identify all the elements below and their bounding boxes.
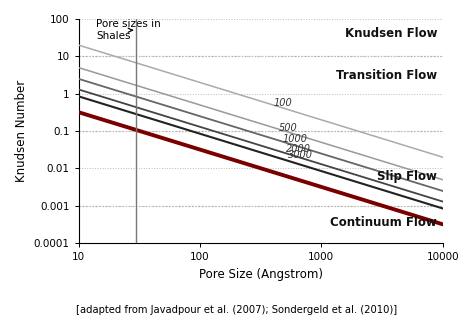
Text: 1000: 1000	[283, 134, 308, 143]
X-axis label: Pore Size (Angstrom): Pore Size (Angstrom)	[199, 268, 323, 281]
Text: 500: 500	[279, 123, 298, 133]
Text: Slip Flow: Slip Flow	[377, 170, 437, 183]
Text: Continuum Flow: Continuum Flow	[330, 216, 437, 229]
Text: Knudsen Flow: Knudsen Flow	[345, 27, 437, 40]
Text: 100: 100	[273, 98, 292, 108]
Text: Pore sizes in
Shales: Pore sizes in Shales	[96, 19, 161, 41]
Text: [adapted from Javadpour et al. (2007); Sondergeld et al. (2010)]: [adapted from Javadpour et al. (2007); S…	[76, 305, 398, 315]
Text: 2000: 2000	[286, 144, 311, 154]
Text: 3000: 3000	[288, 150, 313, 160]
Text: Transition Flow: Transition Flow	[336, 69, 437, 82]
Y-axis label: Knudsen Number: Knudsen Number	[15, 80, 28, 182]
